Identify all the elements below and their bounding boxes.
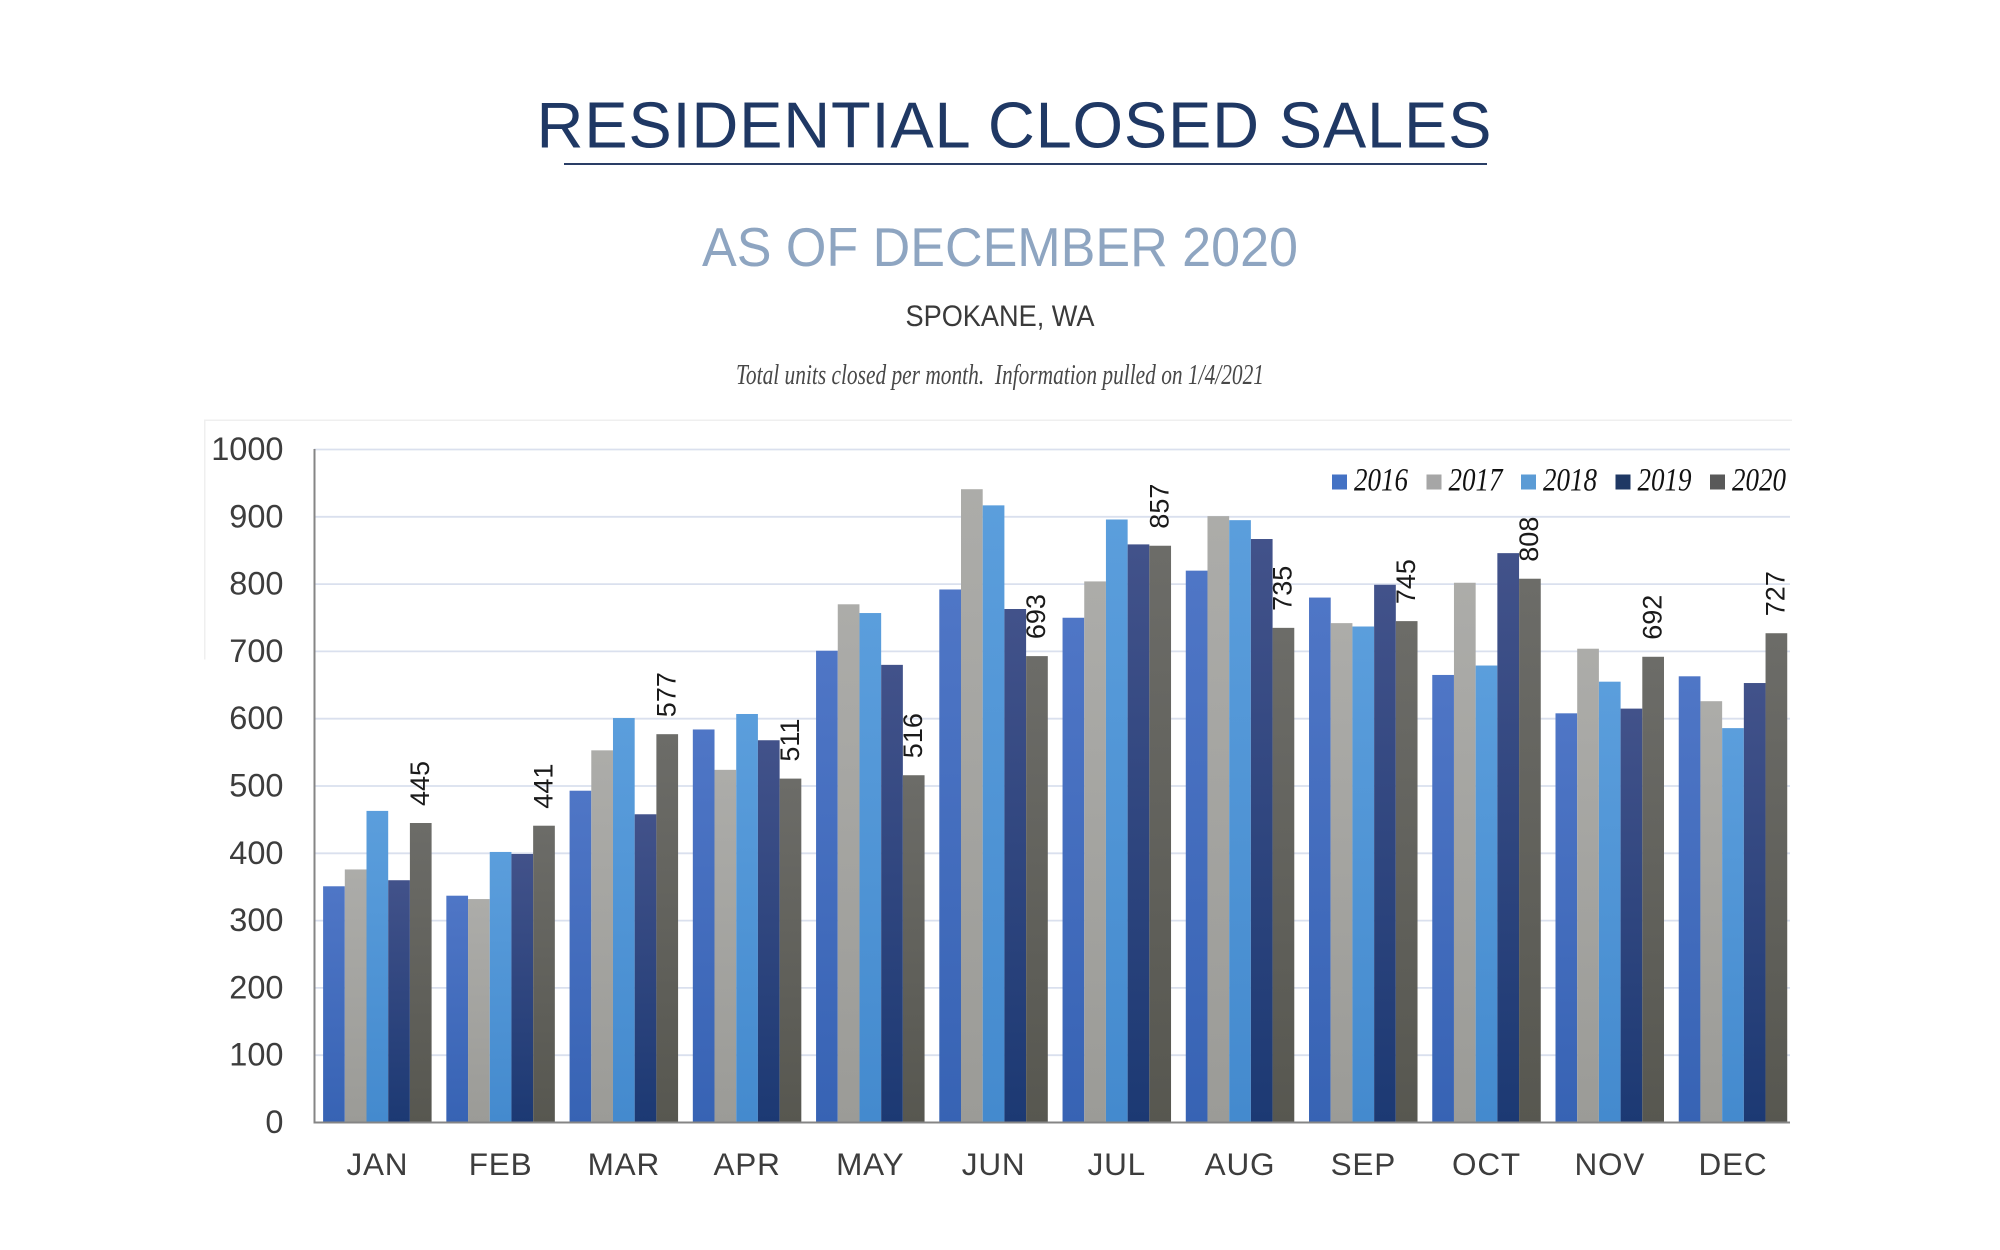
svg-text:1000: 1000 (211, 431, 283, 467)
svg-text:2019: 2019 (1638, 463, 1692, 499)
svg-text:2018: 2018 (1543, 463, 1597, 499)
svg-text:100: 100 (229, 1037, 283, 1073)
svg-text:516: 516 (898, 713, 928, 758)
svg-text:JUL: JUL (1088, 1146, 1146, 1182)
svg-text:900: 900 (229, 498, 283, 534)
svg-text:MAY: MAY (836, 1146, 904, 1182)
svg-text:400: 400 (229, 835, 283, 871)
svg-text:AUG: AUG (1205, 1146, 1276, 1182)
svg-text:NOV: NOV (1574, 1146, 1645, 1182)
svg-text:200: 200 (229, 969, 283, 1005)
svg-text:JAN: JAN (346, 1146, 408, 1182)
svg-text:0: 0 (265, 1104, 283, 1140)
svg-text:AS OF DECEMBER 2020: AS OF DECEMBER 2020 (702, 216, 1298, 278)
svg-text:RESIDENTIAL CLOSED SALES: RESIDENTIAL CLOSED SALES (537, 89, 1492, 162)
svg-text:808: 808 (1514, 517, 1544, 562)
svg-text:745: 745 (1391, 559, 1421, 604)
svg-text:APR: APR (714, 1146, 781, 1182)
svg-text:OCT: OCT (1452, 1146, 1521, 1182)
svg-text:500: 500 (229, 768, 283, 804)
svg-text:300: 300 (229, 902, 283, 938)
svg-text:511: 511 (775, 719, 805, 762)
svg-text:727: 727 (1761, 571, 1791, 616)
svg-text:577: 577 (652, 672, 682, 717)
svg-text:692: 692 (1637, 595, 1667, 640)
svg-text:2016: 2016 (1354, 463, 1408, 499)
svg-text:441: 441 (528, 764, 558, 809)
svg-text:JUN: JUN (962, 1146, 1026, 1182)
svg-text:857: 857 (1145, 484, 1175, 529)
svg-text:800: 800 (229, 566, 283, 602)
svg-text:445: 445 (405, 761, 435, 806)
svg-text:MAR: MAR (588, 1146, 660, 1182)
svg-text:FEB: FEB (469, 1146, 533, 1182)
svg-text:DEC: DEC (1699, 1146, 1768, 1182)
svg-text:Total units closed per month.: Total units closed per month. Informatio… (736, 359, 1264, 391)
svg-text:2017: 2017 (1449, 463, 1504, 499)
svg-text:693: 693 (1021, 594, 1051, 639)
svg-text:735: 735 (1268, 566, 1298, 611)
svg-text:SEP: SEP (1331, 1146, 1396, 1182)
svg-text:2020: 2020 (1732, 463, 1786, 499)
svg-text:SPOKANE, WA: SPOKANE, WA (906, 300, 1095, 333)
svg-text:600: 600 (229, 700, 283, 736)
svg-text:700: 700 (229, 633, 283, 669)
